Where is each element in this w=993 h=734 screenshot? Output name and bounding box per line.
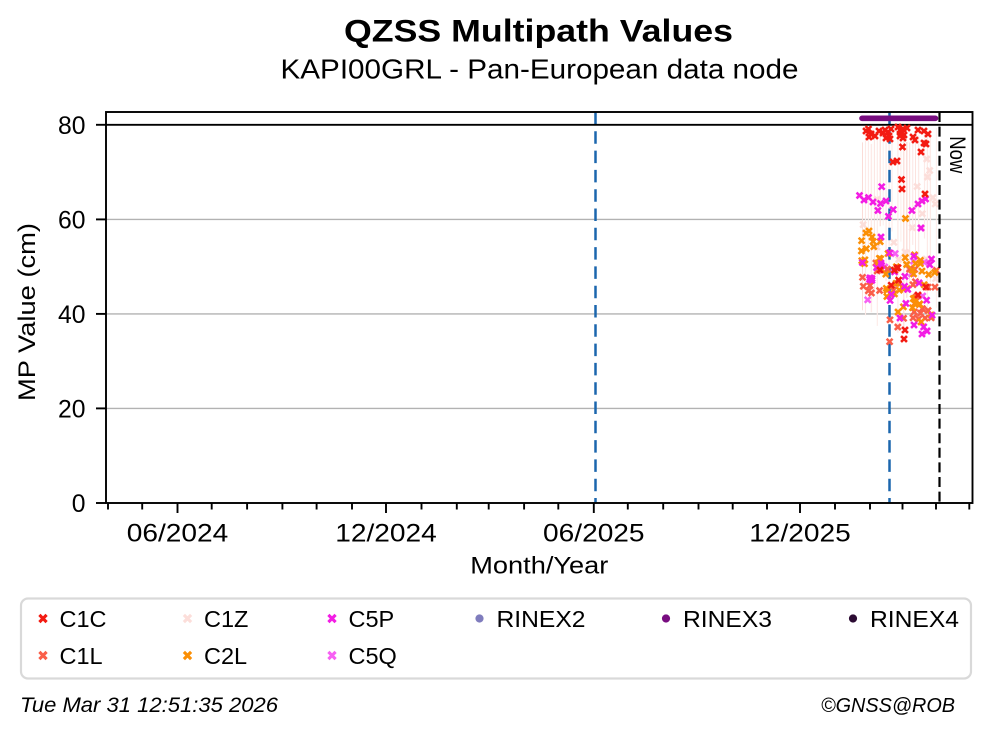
svg-text:C1Z: C1Z xyxy=(204,606,248,632)
svg-text:0: 0 xyxy=(72,491,86,518)
svg-text:40: 40 xyxy=(58,302,85,329)
svg-text:RINEX2: RINEX2 xyxy=(497,606,586,632)
svg-text:RINEX3: RINEX3 xyxy=(683,606,772,632)
svg-text:Month/Year: Month/Year xyxy=(470,553,608,580)
svg-text:C5Q: C5Q xyxy=(349,643,397,669)
svg-text:RINEX4: RINEX4 xyxy=(870,606,959,632)
svg-text:06/2024: 06/2024 xyxy=(127,521,229,548)
svg-text:Now: Now xyxy=(945,136,970,174)
svg-text:QZSS Multipath Values: QZSS Multipath Values xyxy=(344,13,733,49)
svg-text:C5P: C5P xyxy=(349,606,395,632)
svg-text:C1C: C1C xyxy=(60,606,107,632)
svg-text:C1L: C1L xyxy=(60,643,103,669)
svg-text:12/2025: 12/2025 xyxy=(749,521,851,548)
svg-text:C2L: C2L xyxy=(204,643,247,669)
svg-text:80: 80 xyxy=(58,113,85,140)
svg-text:MP Value (cm): MP Value (cm) xyxy=(14,223,41,401)
svg-text:20: 20 xyxy=(58,396,85,423)
svg-text:KAPI00GRL - Pan-European data: KAPI00GRL - Pan-European data node xyxy=(281,54,799,85)
svg-text:06/2025: 06/2025 xyxy=(543,521,645,548)
svg-text:©GNSS@ROB: ©GNSS@ROB xyxy=(821,694,955,717)
svg-text:Tue Mar 31 12:51:35 2026: Tue Mar 31 12:51:35 2026 xyxy=(20,694,278,717)
svg-text:60: 60 xyxy=(58,207,85,234)
svg-text:12/2024: 12/2024 xyxy=(335,521,437,548)
